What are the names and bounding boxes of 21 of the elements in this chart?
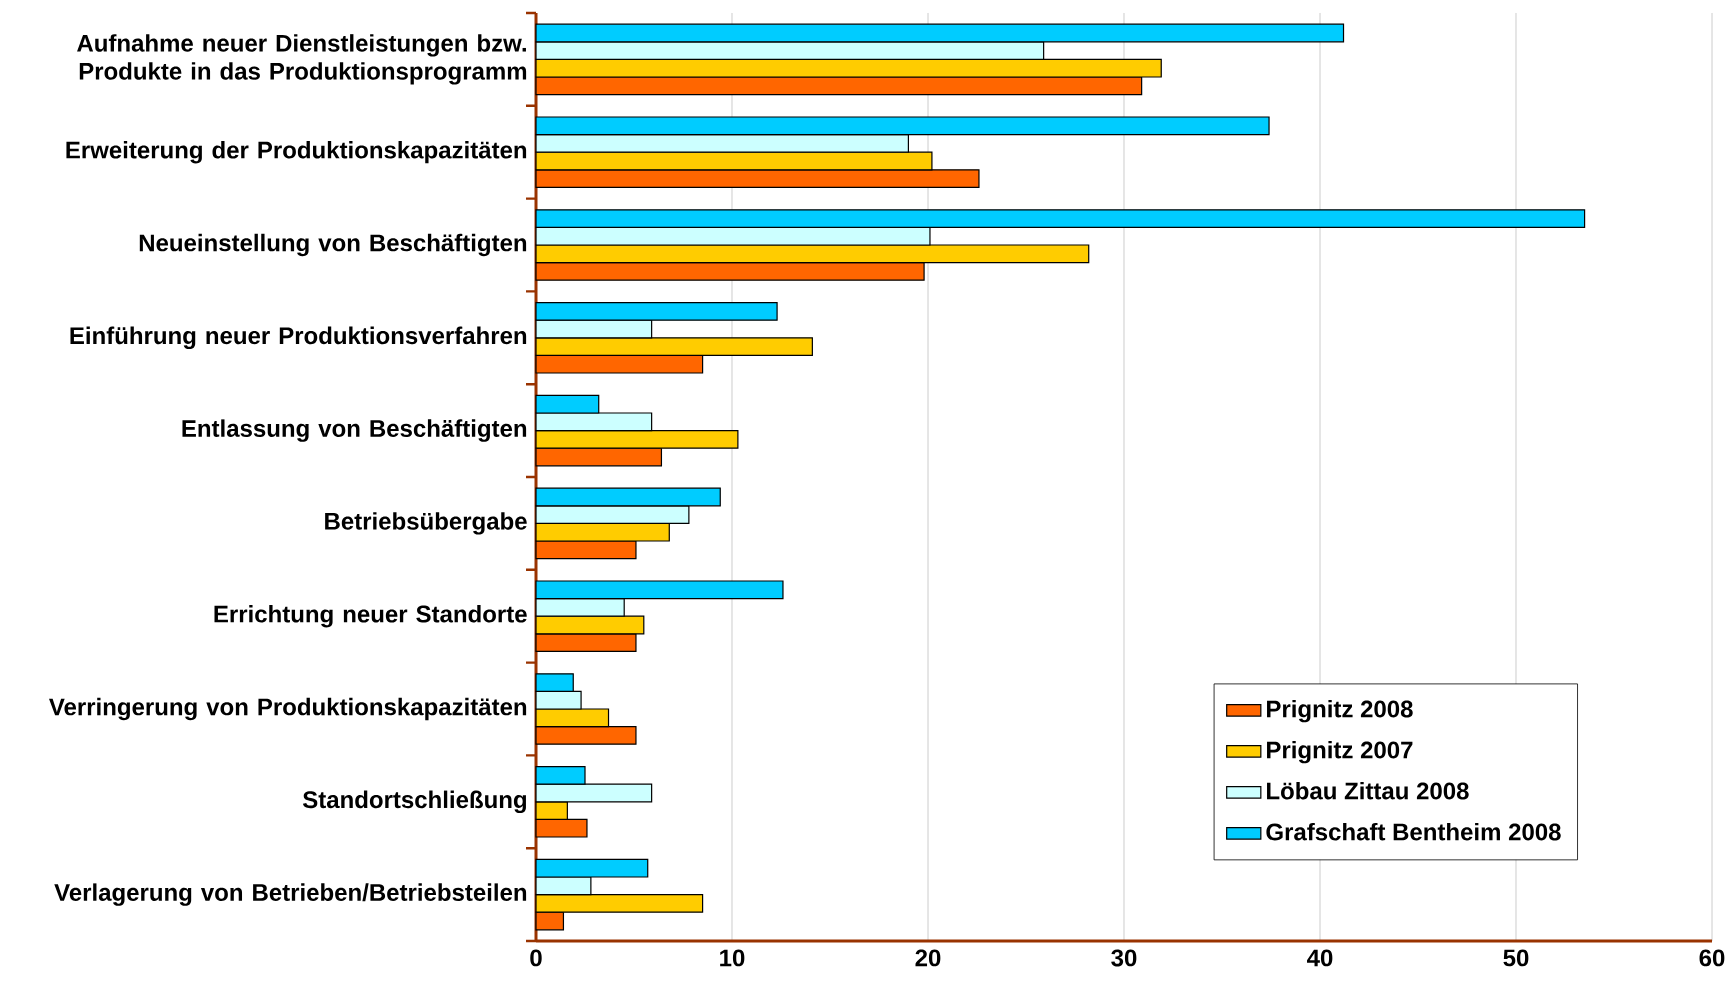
- legend-label: Prignitz 2008: [1267, 699, 1413, 723]
- x-tick-label: 30: [1111, 949, 1137, 967]
- y-tick-label: Einführung neuer Produktionsverfahren: [70, 326, 527, 350]
- x-tick-label: 10: [720, 949, 745, 967]
- x-tick-label: 50: [1503, 949, 1529, 967]
- x-tick-label: 40: [1307, 949, 1333, 967]
- y-tick-label: Entlassung von Beschäftigten: [182, 419, 527, 442]
- y-tick-label: Aufnahme neuer Dienstleistungen bzw. Produkte in das Produktionsprogramm: [77, 34, 527, 85]
- y-tick-label: Verlagerung von Betrieben/Betriebsteilen: [54, 883, 527, 906]
- y-tick-label: Neueinstellung von Beschäftigten: [139, 233, 527, 257]
- y-tick-label: Erweiterung der Produktionskapazitäten: [66, 140, 527, 164]
- x-tick-label: 20: [915, 949, 941, 967]
- x-tick-label: 60: [1699, 949, 1725, 967]
- x-tick-label: 0: [530, 949, 542, 967]
- y-tick-label: Standortschließung: [302, 790, 526, 814]
- legend-label: Prignitz 2007: [1267, 740, 1413, 764]
- y-tick-label: Errichtung neuer Standorte: [214, 604, 527, 628]
- y-tick-label: Betriebsübergabe: [325, 512, 527, 535]
- legend-label: Löbau Zittau 2008: [1267, 781, 1469, 800]
- y-tick-label: Verringerung von Produktionskapazitäten: [49, 697, 527, 721]
- legend-label: Grafschaft Bentheim 2008: [1266, 822, 1561, 841]
